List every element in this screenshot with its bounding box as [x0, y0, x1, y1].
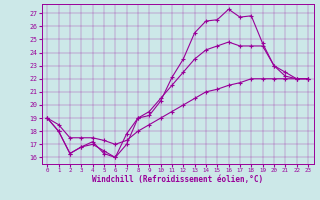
X-axis label: Windchill (Refroidissement éolien,°C): Windchill (Refroidissement éolien,°C) [92, 175, 263, 184]
